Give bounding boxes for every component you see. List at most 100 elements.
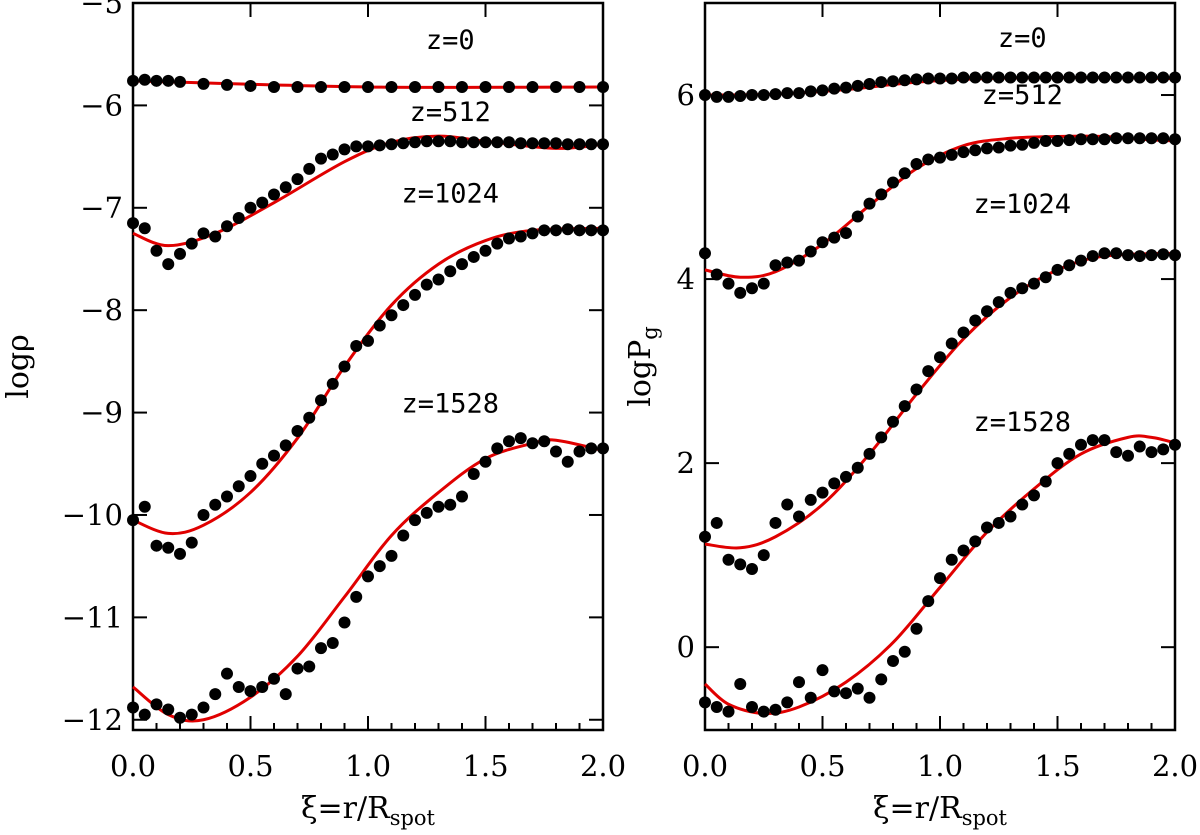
data-point [373, 139, 386, 152]
data-point [1039, 71, 1052, 84]
data-point [209, 498, 222, 511]
data-point [945, 72, 958, 85]
data-point [197, 508, 210, 521]
data-point [561, 223, 574, 236]
data-point [326, 377, 339, 390]
y-tick-label: −7 [80, 191, 123, 225]
data-point [1016, 282, 1029, 295]
data-point [910, 383, 923, 396]
data-point [244, 470, 257, 483]
data-point [910, 622, 923, 635]
data-point [863, 447, 876, 460]
data-point [467, 468, 480, 481]
data-point [256, 680, 269, 693]
data-point [710, 90, 723, 103]
data-point [573, 445, 586, 458]
data-point [887, 176, 899, 189]
data-point [1157, 248, 1170, 261]
data-point [945, 337, 958, 350]
data-point [734, 677, 747, 690]
x-tick-label: 1.5 [462, 749, 508, 783]
data-point [793, 87, 805, 100]
data-point [1169, 71, 1181, 84]
data-point [1110, 71, 1123, 84]
data-point [1051, 71, 1064, 84]
data-point [561, 455, 574, 468]
data-point [1110, 132, 1123, 145]
y-tick-label: 0 [677, 630, 695, 664]
data-point [362, 80, 374, 93]
data-point [875, 431, 888, 444]
data-point [397, 299, 410, 312]
data-point [1016, 138, 1029, 151]
data-point [232, 212, 245, 225]
y-tick-label: −8 [80, 293, 123, 327]
data-point [1098, 133, 1111, 146]
data-point [1157, 443, 1170, 456]
data-point [1004, 71, 1017, 84]
data-point [1098, 71, 1111, 84]
data-point [138, 222, 151, 235]
data-point [456, 490, 468, 503]
data-point [209, 230, 222, 243]
data-point [981, 71, 993, 84]
data-point [1145, 132, 1158, 145]
data-point [432, 135, 445, 148]
data-point [757, 549, 770, 562]
data-point [597, 224, 609, 237]
y-tick-label: 6 [677, 78, 695, 112]
data-point [174, 547, 186, 560]
data-point [793, 254, 805, 267]
data-point [840, 81, 852, 94]
series-label: z=512 [982, 80, 1063, 111]
data-point [863, 691, 876, 704]
data-point [127, 514, 139, 527]
data-point [757, 705, 770, 718]
data-point [898, 167, 911, 180]
data-point [1157, 71, 1170, 84]
data-point [1145, 249, 1158, 262]
data-point [769, 88, 782, 101]
data-point [573, 224, 586, 237]
series-label: z=1528 [973, 407, 1071, 438]
data-point [1063, 259, 1076, 272]
data-point [491, 442, 504, 455]
data-point [922, 595, 935, 608]
data-point [456, 80, 468, 93]
series-z=1024: z=1024 [699, 189, 1181, 575]
data-point [138, 73, 151, 86]
data-point [922, 365, 935, 378]
data-point [221, 490, 233, 503]
data-point [585, 442, 598, 455]
data-point [769, 516, 782, 529]
data-point [981, 142, 993, 155]
series-label: z=1024 [973, 189, 1071, 220]
data-point [1039, 271, 1052, 284]
data-point [781, 696, 794, 709]
y-tick-label: 4 [677, 262, 695, 296]
data-point [969, 144, 982, 157]
data-point [597, 138, 609, 151]
data-point [781, 87, 794, 100]
y-tick-label: −10 [62, 498, 123, 532]
data-point [875, 673, 888, 686]
data-point [710, 268, 723, 281]
data-point [945, 553, 958, 566]
data-point [1063, 71, 1076, 84]
data-point [1063, 134, 1076, 147]
data-point [699, 530, 711, 543]
data-point [209, 688, 222, 701]
data-point [409, 80, 421, 93]
data-point [934, 572, 946, 585]
series-z=0: z=0 [699, 23, 1181, 103]
data-point [957, 544, 970, 557]
data-point [769, 703, 782, 716]
data-point [268, 188, 280, 201]
data-point [338, 80, 351, 93]
data-point [898, 645, 911, 658]
data-point [479, 244, 492, 257]
data-point [1145, 71, 1158, 84]
x-tick-label: 1.0 [345, 749, 391, 783]
data-point [338, 143, 351, 156]
data-point [934, 351, 946, 364]
